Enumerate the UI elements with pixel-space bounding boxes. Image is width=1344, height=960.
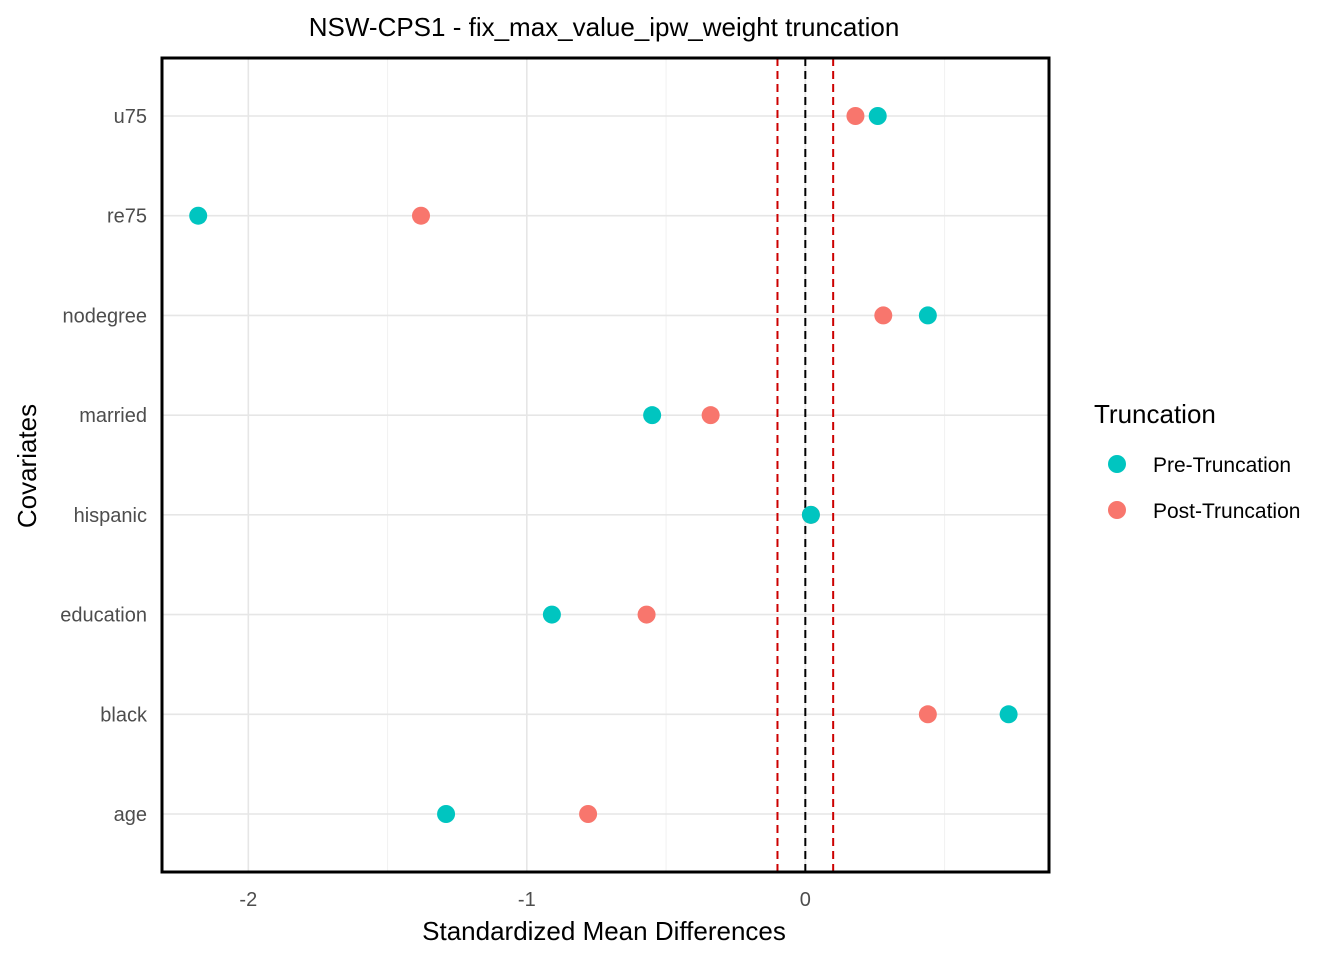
y-tick-label: u75 — [114, 106, 147, 128]
data-point-pre-truncation — [918, 306, 937, 325]
data-point-pre-truncation — [999, 705, 1018, 724]
grid-lines — [162, 58, 1049, 872]
data-point-post-truncation — [918, 705, 937, 724]
x-tick-label: -1 — [518, 889, 536, 911]
legend-label: Pre-Truncation — [1153, 454, 1291, 477]
y-axis-title: Covariates — [12, 404, 42, 528]
y-tick-label: married — [79, 405, 147, 427]
x-axis-title: Standardized Mean Differences — [422, 916, 786, 946]
y-tick-label: black — [100, 704, 148, 726]
y-tick-label: age — [114, 804, 147, 826]
data-point-pre-truncation — [868, 107, 887, 125]
data-point-post-truncation — [411, 206, 430, 225]
y-tick-label: re75 — [107, 206, 147, 228]
data-point-pre-truncation — [542, 605, 561, 624]
legend: Truncation Pre-Truncation Post-Truncation — [1094, 399, 1300, 523]
legend-swatch — [1108, 455, 1126, 473]
plot-border — [160, 56, 1051, 874]
x-tick-labels: -2 -1 0 — [239, 889, 810, 911]
data-point-post-truncation — [846, 107, 865, 125]
data-points — [189, 107, 1018, 823]
legend-swatch — [1108, 501, 1126, 519]
reference-lines — [776, 58, 835, 872]
y-tick-labels: age black education hispanic married nodegree… — [60, 106, 148, 826]
data-point-post-truncation — [579, 805, 598, 823]
y-tick-label: hispanic — [74, 505, 147, 527]
data-point-post-truncation — [701, 406, 720, 425]
data-point-pre-truncation — [643, 406, 662, 425]
legend-label: Post-Truncation — [1153, 500, 1300, 523]
legend-title: Truncation — [1094, 399, 1216, 429]
x-tick-label: 0 — [800, 889, 811, 911]
data-point-pre-truncation — [189, 206, 208, 225]
x-tick-label: -2 — [239, 889, 257, 911]
data-point-post-truncation — [874, 306, 893, 325]
y-tick-label: education — [60, 605, 147, 627]
y-tick-label: nodegree — [62, 305, 147, 327]
data-point-pre-truncation — [437, 805, 456, 823]
chart-title: NSW-CPS1 - fix_max_value_ipw_weight trun… — [309, 12, 900, 42]
data-point-post-truncation — [637, 605, 656, 624]
data-point-pre-truncation — [801, 505, 820, 524]
